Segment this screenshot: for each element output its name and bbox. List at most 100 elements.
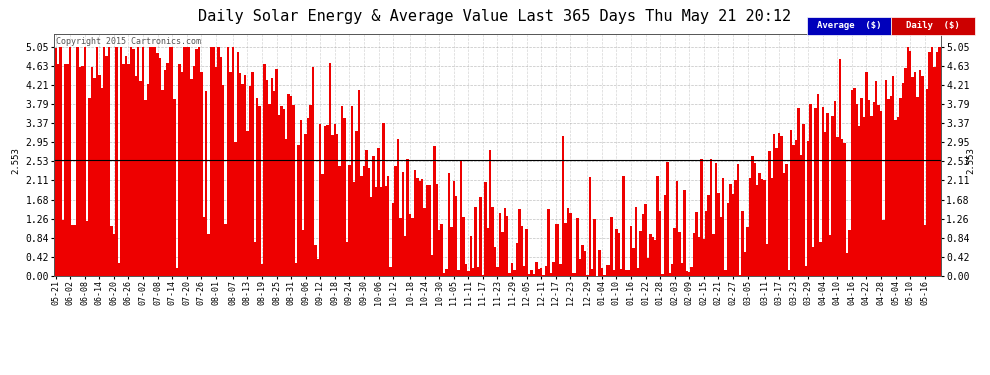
Bar [324,126,327,276]
Bar [765,244,768,276]
Bar [332,135,334,276]
Bar [880,111,882,276]
Bar [273,91,275,276]
Bar [666,162,668,276]
Bar [649,234,651,276]
Bar [501,232,504,276]
Bar [265,80,268,276]
Bar [149,47,151,276]
Bar [615,229,618,276]
Bar [132,48,135,276]
Bar [810,104,812,276]
Bar [365,150,367,276]
Bar [710,159,713,276]
Bar [640,231,642,276]
Bar [377,148,380,276]
Bar [544,266,547,276]
Bar [773,134,775,276]
Bar [79,66,81,276]
Bar [285,139,287,276]
Bar [763,180,765,276]
Bar [708,195,710,276]
Bar [380,187,382,276]
Bar [921,76,924,276]
Bar [924,225,926,276]
Bar [504,209,506,276]
Bar [907,47,909,276]
Text: Daily  ($): Daily ($) [906,21,960,30]
Bar [756,185,758,276]
Bar [203,217,205,276]
Text: Copyright 2015 Cartronics.com: Copyright 2015 Cartronics.com [56,38,201,46]
Bar [105,56,108,276]
Bar [130,47,132,276]
Bar [683,190,686,276]
Bar [528,274,531,276]
Bar [322,174,324,276]
Bar [239,73,242,276]
Bar [867,100,870,276]
Bar [327,125,329,276]
Bar [156,53,158,276]
Bar [753,163,756,276]
Bar [59,47,61,276]
Bar [355,131,358,276]
Bar [312,67,314,276]
Bar [387,176,389,276]
Bar [472,268,474,276]
Bar [353,182,355,276]
Bar [242,84,244,276]
Bar [646,258,649,276]
Bar [569,213,571,276]
Bar [703,239,705,276]
Bar [268,104,270,276]
Bar [489,150,491,276]
Bar [887,99,890,276]
Bar [819,242,822,276]
Bar [625,270,628,276]
Bar [195,50,198,276]
Bar [916,98,919,276]
Bar [424,208,426,276]
Bar [929,52,931,276]
Bar [509,273,511,276]
Bar [758,173,761,276]
Bar [737,164,739,276]
Bar [761,179,763,276]
Bar [462,217,464,276]
Bar [375,188,377,276]
Bar [421,179,424,276]
Bar [576,219,579,276]
Bar [877,105,880,276]
Bar [93,78,96,276]
Bar [168,47,171,276]
Bar [549,273,552,276]
Bar [673,228,676,276]
Bar [904,68,907,276]
Bar [698,237,700,276]
Bar [543,275,545,276]
Bar [552,262,554,276]
Bar [743,252,746,276]
Bar [200,72,203,276]
Bar [554,224,557,276]
Bar [151,47,154,276]
Bar [511,263,513,276]
Bar [681,263,683,276]
Bar [171,47,173,276]
Bar [800,155,802,276]
Bar [611,217,613,276]
Bar [237,53,239,276]
Bar [247,131,248,276]
Bar [588,177,591,276]
Bar [695,211,698,276]
Bar [56,64,59,276]
Bar [344,118,346,276]
Bar [768,152,770,276]
Bar [909,51,912,276]
Bar [414,170,416,276]
Bar [348,165,350,276]
Bar [566,209,569,276]
Bar [118,263,120,276]
Bar [518,209,521,276]
